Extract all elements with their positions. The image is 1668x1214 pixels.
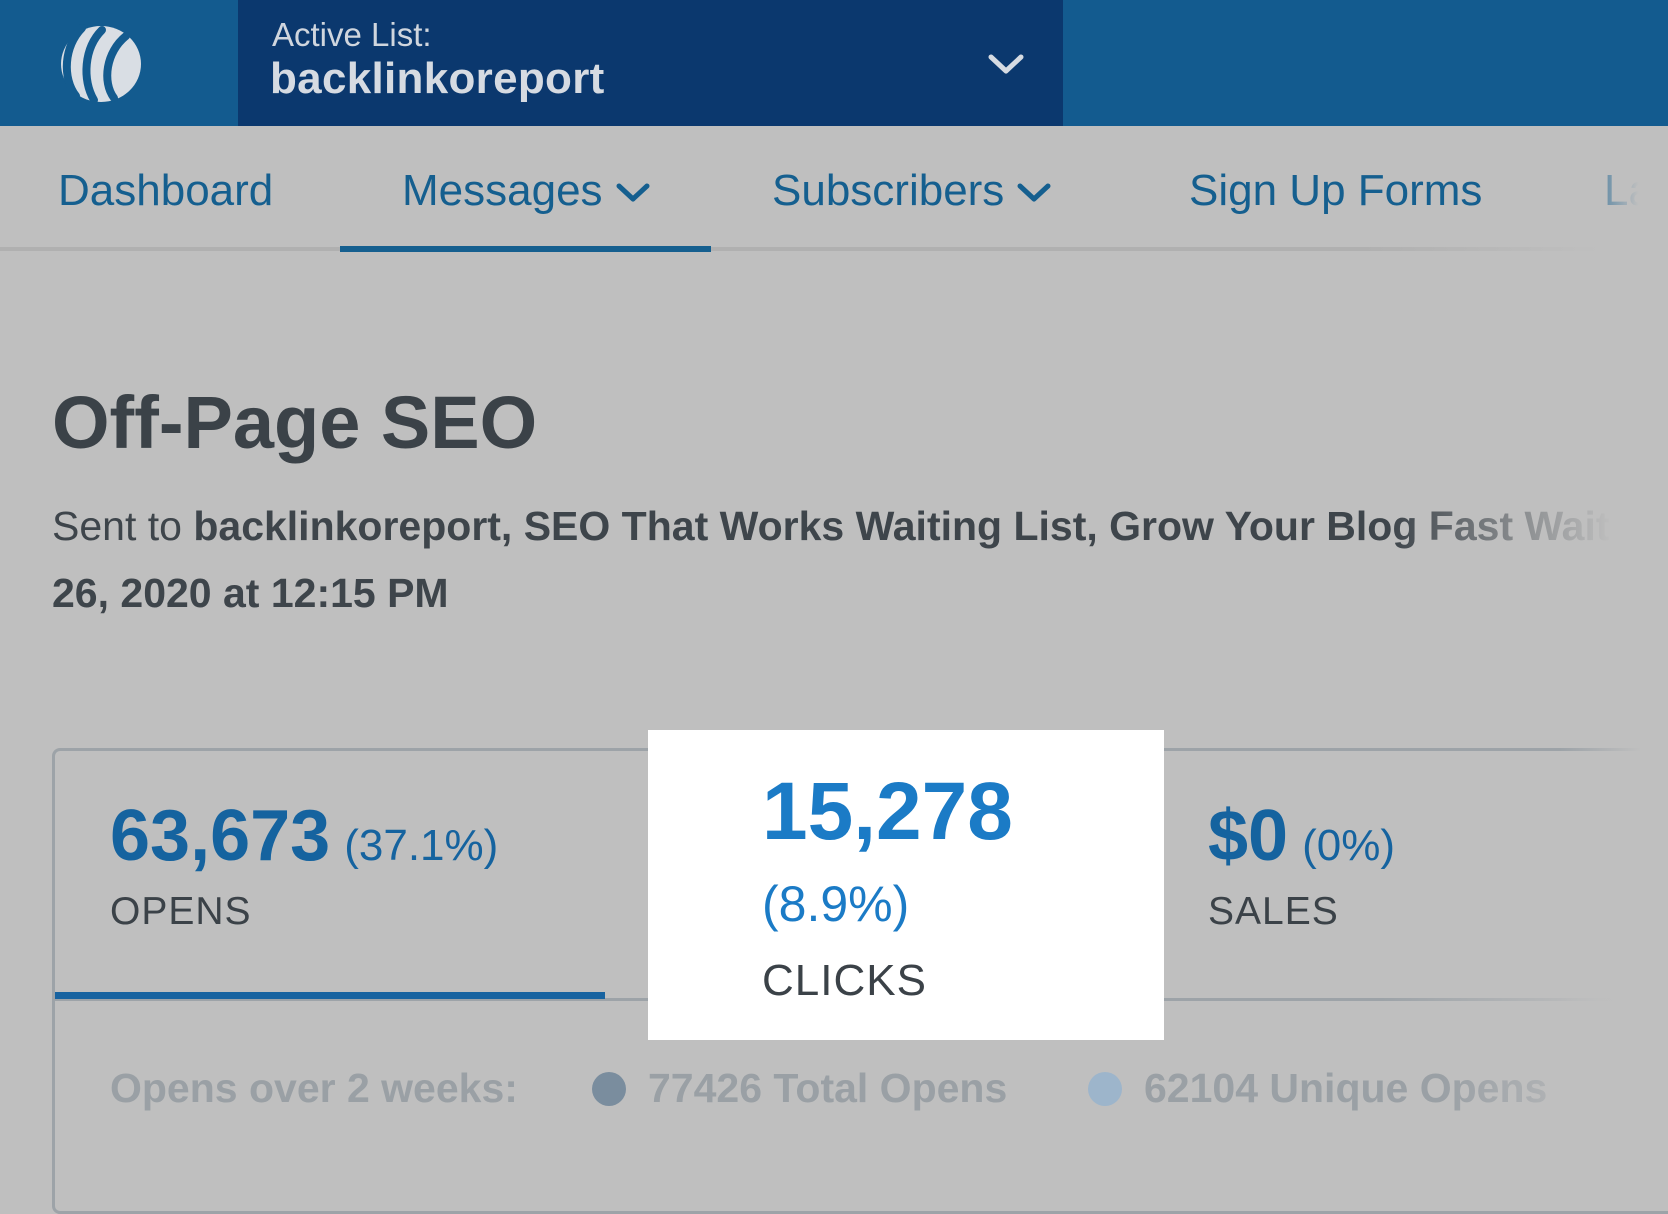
chevron-down-icon[interactable] bbox=[986, 50, 1026, 78]
legend-total-opens[interactable]: 77426 Total Opens bbox=[592, 1065, 1007, 1112]
sales-stat[interactable]: $0 (0%) bbox=[1208, 795, 1395, 877]
nav-dashboard[interactable]: Dashboard bbox=[58, 166, 273, 216]
active-list-selector[interactable]: Active List: backlinkoreport bbox=[238, 0, 1063, 126]
clicks-label: CLICKS bbox=[762, 956, 927, 1005]
nav-overflow-fade bbox=[1570, 160, 1668, 230]
opens-label: OPENS bbox=[110, 890, 252, 933]
legend-overflow-fade bbox=[1440, 1055, 1668, 1125]
opens-percent: (37.1%) bbox=[344, 821, 499, 870]
logo[interactable] bbox=[0, 0, 238, 126]
nav-sign-up-forms[interactable]: Sign Up Forms bbox=[1189, 166, 1482, 216]
sent-prefix: Sent to bbox=[52, 503, 182, 549]
chevron-down-icon bbox=[1017, 183, 1051, 202]
nav-subscribers-label: Subscribers bbox=[772, 166, 1005, 215]
sales-percent: (0%) bbox=[1302, 821, 1395, 870]
aweber-logo-icon bbox=[61, 24, 141, 104]
sent-date: 26, 2020 at 12:15 PM bbox=[52, 570, 449, 616]
legend-dot-icon bbox=[592, 1072, 626, 1106]
active-list-label: Active List: bbox=[272, 16, 432, 53]
clicks-stat[interactable] bbox=[648, 730, 1164, 1040]
opens-value: 63,673 bbox=[110, 796, 331, 876]
nav-sign-up-forms-label: Sign Up Forms bbox=[1189, 166, 1483, 215]
chevron-down-icon bbox=[616, 183, 650, 202]
sales-value: $0 bbox=[1208, 796, 1289, 876]
page-title: Off-Page SEO bbox=[52, 381, 538, 464]
active-list-name: backlinkoreport bbox=[270, 54, 605, 103]
opens-tab-indicator bbox=[55, 992, 605, 999]
sales-label: SALES bbox=[1208, 890, 1339, 933]
nav-messages[interactable]: Messages bbox=[402, 166, 651, 216]
legend-dot-icon bbox=[1088, 1072, 1122, 1106]
clicks-percent: (8.9%) bbox=[762, 876, 910, 932]
nav-dashboard-label: Dashboard bbox=[58, 166, 274, 215]
nav-subscribers[interactable]: Subscribers bbox=[772, 166, 1052, 216]
nav-active-indicator bbox=[340, 246, 711, 252]
nav-messages-label: Messages bbox=[402, 166, 603, 215]
text-overflow-fade bbox=[1390, 495, 1668, 555]
opens-stat[interactable]: 63,673 (37.1%) bbox=[110, 795, 498, 877]
clicks-value: 15,278 bbox=[762, 766, 1013, 857]
nav-divider bbox=[0, 247, 1600, 251]
legend-total-opens-label: 77426 Total Opens bbox=[648, 1065, 1008, 1111]
chart-title: Opens over 2 weeks: bbox=[110, 1065, 518, 1111]
